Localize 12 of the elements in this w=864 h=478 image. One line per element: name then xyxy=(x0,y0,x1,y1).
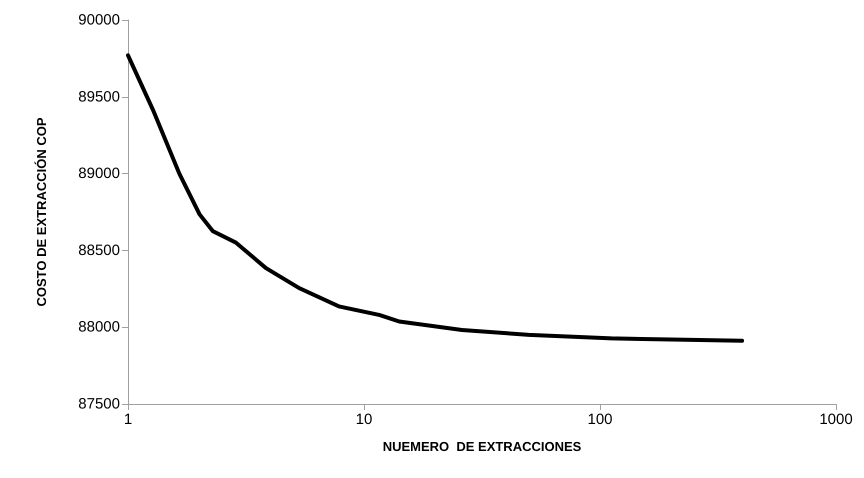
x-tick-label: 10 xyxy=(356,411,372,428)
x-tick-label: 1000 xyxy=(819,411,853,428)
y-tick-label: 90000 xyxy=(78,12,120,28)
x-axis-title: NUEMERO DE EXTRACCIONES xyxy=(382,439,582,454)
y-tick-label: 87500 xyxy=(78,396,120,412)
x-tick-label: 100 xyxy=(587,411,613,428)
y-tick-label: 88000 xyxy=(78,318,120,336)
y-tick-label: 89500 xyxy=(78,88,120,106)
x-tick-label: 1 xyxy=(124,411,132,428)
y-tick-label: 88500 xyxy=(78,242,120,259)
y-tick-label: 89000 xyxy=(78,165,120,182)
y-axis-title: COSTO DE EXTRACCIÓN COP xyxy=(34,117,49,307)
